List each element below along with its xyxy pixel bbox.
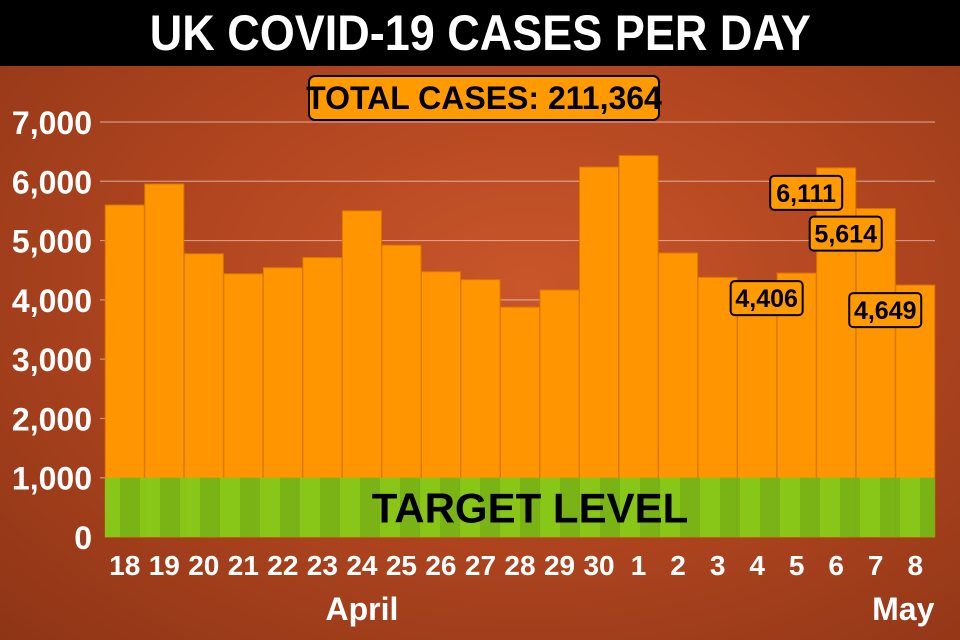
data-label-box	[808, 215, 883, 252]
data-label-text: 4,649	[854, 297, 917, 325]
x-tick-label: 7	[868, 550, 884, 581]
x-tick-label: 6	[828, 550, 844, 581]
y-tick-label: 0	[74, 520, 92, 556]
x-tick-label: 4	[749, 550, 765, 581]
data-label-text: 4,406	[735, 285, 798, 313]
x-tick-label: 27	[465, 550, 496, 581]
x-tick-label: 22	[267, 550, 298, 581]
data-label-box	[848, 292, 923, 329]
y-tick-label: 7,000	[12, 105, 92, 141]
title-bar: UK COVID-19 CASES PER DAY	[0, 0, 960, 66]
x-tick-label: 30	[583, 550, 614, 581]
bar-chart: 0 1,000 2,000 3,000 4,000 5,000 6,000 7,000 TAR…	[12, 75, 936, 627]
y-tick-label: 3,000	[12, 342, 92, 378]
x-tick-label: 21	[228, 550, 259, 581]
x-tick-label: 2	[670, 550, 686, 581]
month-labels: April May	[325, 591, 934, 627]
x-tick-label: 25	[386, 550, 417, 581]
total-cases-text: TOTAL CASES: 211,364	[306, 80, 662, 116]
data-labels: 4,406 6,111 5,614 4,649	[729, 174, 923, 329]
bar	[618, 155, 659, 538]
x-tick-label: 29	[544, 550, 575, 581]
y-tick-label: 1,000	[12, 461, 92, 497]
x-tick-label: 23	[307, 550, 338, 581]
data-label: 4,406	[729, 280, 804, 317]
x-tick-label: 26	[425, 550, 456, 581]
data-label-text: 5,614	[814, 221, 877, 249]
total-cases-badge: TOTAL CASES: 211,364	[306, 75, 662, 121]
data-label: 6,111	[769, 174, 844, 211]
y-tick-label: 4,000	[12, 283, 92, 319]
data-label-text: 6,111	[776, 180, 836, 208]
x-tick-label: 24	[346, 550, 378, 581]
x-tick-label: 19	[149, 550, 180, 581]
x-tick-label: 5	[789, 550, 805, 581]
x-tick-label: 28	[504, 550, 535, 581]
month-label: April	[325, 591, 398, 627]
target-level-band: TARGET LEVEL	[105, 477, 935, 537]
data-label-box	[729, 280, 804, 317]
y-axis-tick-labels: 0 1,000 2,000 3,000 4,000 5,000 6,000 7,000	[12, 105, 92, 556]
y-tick-label: 6,000	[12, 164, 92, 200]
x-tick-label: 18	[109, 550, 140, 581]
month-label: May	[872, 591, 934, 627]
x-tick-label: 20	[188, 550, 219, 581]
x-axis-tick-labels: 18 19 20 21 22 23 24 25 26 27 28 29 30 1 2 3 4 5 6 7 8	[109, 550, 923, 581]
chart-title: UK COVID-19 CASES PER DAY	[149, 5, 811, 61]
target-level-label: TARGET LEVEL	[372, 484, 689, 531]
y-tick-label: 5,000	[12, 224, 92, 260]
x-tick-label: 8	[907, 550, 923, 581]
data-label-box	[769, 174, 844, 211]
data-label: 4,649	[848, 292, 923, 329]
x-tick-label: 3	[710, 550, 726, 581]
x-tick-label: 1	[631, 550, 647, 581]
bar	[579, 166, 620, 538]
target-band-stripes	[105, 477, 935, 537]
total-cases-box	[308, 75, 660, 121]
y-tick-label: 2,000	[12, 401, 92, 437]
data-label: 5,614	[808, 215, 883, 252]
